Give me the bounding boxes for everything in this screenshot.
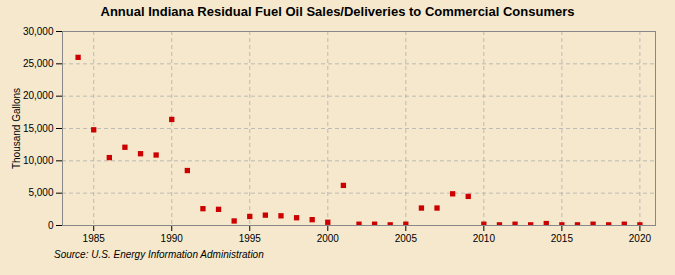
svg-text:1985: 1985: [83, 233, 106, 244]
svg-text:2015: 2015: [551, 233, 574, 244]
svg-text:0: 0: [48, 220, 54, 231]
svg-text:25,000: 25,000: [23, 58, 54, 69]
svg-text:2010: 2010: [473, 233, 496, 244]
svg-text:10,000: 10,000: [23, 155, 54, 166]
svg-text:Thousand Gallons: Thousand Gallons: [11, 88, 22, 169]
svg-text:5,000: 5,000: [28, 187, 53, 198]
svg-text:20,000: 20,000: [23, 90, 54, 101]
svg-text:30,000: 30,000: [23, 26, 54, 37]
html-text:Annual Indiana Residual Fuel O: Annual Indiana Residual Fuel Oil Sales/D…: [100, 4, 575, 19]
svg-text:1990: 1990: [161, 233, 184, 244]
svg-text:2005: 2005: [395, 233, 418, 244]
svg-text:2020: 2020: [629, 233, 652, 244]
html-text:Source: U.S. Energy Informatio: Source: U.S. Energy Information Administ…: [54, 249, 264, 260]
svg-text:2000: 2000: [317, 233, 340, 244]
svg-text:15,000: 15,000: [23, 123, 54, 134]
svg-text:1995: 1995: [239, 233, 262, 244]
